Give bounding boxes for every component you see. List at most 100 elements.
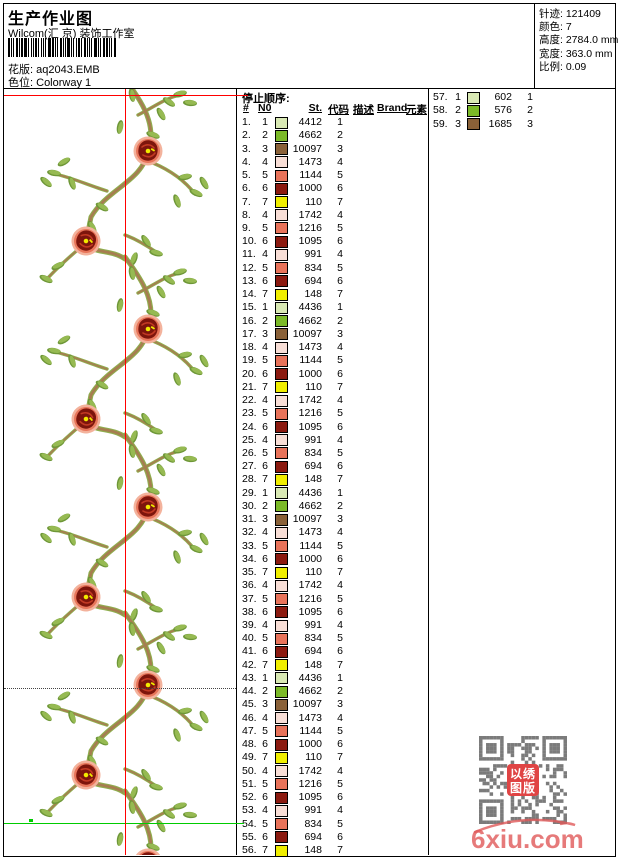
stop-sequence-table: 停止顺序: # N0 St. 代码 描述 Brand 元素 1. 1 4412 1 2. 2 4662 2… (238, 89, 428, 857)
cell: 35. (242, 566, 257, 579)
cell: 6 (262, 738, 268, 751)
barcode (8, 38, 116, 57)
cell: 148 (304, 658, 322, 671)
cell: 7 (262, 288, 268, 301)
cell: 4412 (298, 116, 322, 129)
cell: 2 (337, 499, 343, 512)
thread-color-swatch (275, 368, 288, 381)
stop-sequence-row: 27. 6 694 6 (238, 460, 428, 473)
cell: 1473 (298, 341, 322, 354)
cell: 23. (242, 407, 257, 420)
cell: 2 (262, 129, 268, 142)
cell: 6 (337, 420, 343, 433)
cell: 4436 (298, 301, 322, 314)
cell: 57. (433, 91, 448, 104)
column-header: Brand (377, 102, 408, 114)
cell: 1742 (298, 764, 322, 777)
stop-sequence-row: 28. 7 148 7 (238, 473, 428, 486)
thread-color-swatch (275, 209, 288, 222)
cell: 3 (262, 698, 268, 711)
cell: 22. (242, 394, 257, 407)
cell: 4 (262, 711, 268, 724)
stop-sequence-row: 41. 6 694 6 (238, 645, 428, 658)
cell: 1. (242, 116, 251, 129)
thread-color-swatch (275, 196, 288, 209)
cell: 4 (337, 579, 343, 592)
cell: 110 (305, 566, 322, 579)
stop-sequence-row: 55. 6 694 6 (238, 831, 428, 844)
cell: 6 (262, 791, 268, 804)
cell: 30. (242, 499, 257, 512)
stop-sequence-row: 9. 5 1216 5 (238, 222, 428, 235)
cell: 7 (262, 751, 268, 764)
thread-color-swatch (275, 275, 288, 288)
cell: 6 (262, 605, 268, 618)
cell: 834 (304, 817, 322, 830)
cell: 6 (262, 645, 268, 658)
cell: 15. (242, 301, 257, 314)
cell: 2 (262, 685, 268, 698)
cell: 47. (242, 724, 257, 737)
cell: 5 (262, 169, 268, 182)
cell: 110 (305, 195, 322, 208)
cell: 7 (262, 658, 268, 671)
thread-color-swatch (275, 579, 288, 592)
cell: 991 (304, 248, 322, 261)
cell: 1144 (299, 724, 322, 737)
cell: 28. (242, 473, 257, 486)
stop-sequence-row: 42. 7 148 7 (238, 659, 428, 672)
cell: 4 (337, 394, 343, 407)
cell: 6 (337, 367, 343, 380)
cell: 4436 (298, 486, 322, 499)
cell: 4662 (298, 129, 322, 142)
cell: 6 (262, 460, 268, 473)
thread-color-swatch (275, 116, 288, 129)
stop-sequence-row: 40. 5 834 5 (238, 632, 428, 645)
design-file-row: 花版: aq2043.EMB (8, 61, 100, 77)
cell: 5. (242, 169, 251, 182)
cell: 1000 (298, 367, 322, 380)
stop-sequence-row: 16. 2 4662 2 (238, 315, 428, 328)
cell: 1 (337, 671, 343, 684)
thread-color-swatch (275, 645, 288, 658)
cell: 110 (305, 380, 322, 393)
cell: 1742 (298, 579, 322, 592)
thread-color-swatch (275, 513, 288, 526)
cell: 5 (262, 354, 268, 367)
cell: 1473 (298, 526, 322, 539)
stop-sequence-row: 51. 5 1216 5 (238, 778, 428, 791)
cell: 6 (337, 645, 343, 658)
thread-color-swatch (275, 473, 288, 486)
thread-color-swatch (275, 434, 288, 447)
studio-name: Wilcom(汇 京) 装饰工作室 (8, 28, 135, 40)
stop-sequence-title: 停止顺序: (242, 93, 290, 105)
stop-sequence-row: 36. 4 1742 4 (238, 579, 428, 592)
thread-color-swatch (275, 182, 288, 195)
cell: 6 (337, 605, 343, 618)
cell: 4 (337, 526, 343, 539)
cell: 5 (337, 169, 343, 182)
thread-color-swatch (275, 421, 288, 433)
info-row: 高度: 2784.0 mm (539, 34, 619, 47)
thread-color-swatch (275, 778, 288, 791)
design-preview (4, 89, 236, 855)
cell: 4662 (298, 499, 322, 512)
cell: 7 (337, 288, 343, 301)
cell: 5 (337, 354, 343, 367)
stop-sequence-row: 48. 6 1000 6 (238, 738, 428, 751)
stop-sequence-row: 57. 1 602 1 (430, 91, 542, 104)
cell: 1095 (298, 235, 322, 248)
stop-sequence-row: 58. 2 576 2 (430, 104, 542, 117)
cell: 5 (337, 221, 343, 234)
cell: 7 (337, 195, 343, 208)
thread-color-swatch (275, 129, 288, 142)
stop-sequence-row: 14. 7 148 7 (238, 288, 428, 301)
thread-color-swatch (275, 685, 288, 698)
cell: 4. (242, 155, 251, 168)
stop-sequence-row: 21. 7 110 7 (238, 381, 428, 394)
stop-sequence-row: 3. 3 10097 3 (238, 142, 428, 156)
thread-color-swatch (275, 235, 288, 248)
design-file-label: 花版: (8, 64, 34, 76)
cell: 5 (337, 817, 343, 830)
stop-sequence-row: 25. 4 991 4 (238, 434, 428, 447)
